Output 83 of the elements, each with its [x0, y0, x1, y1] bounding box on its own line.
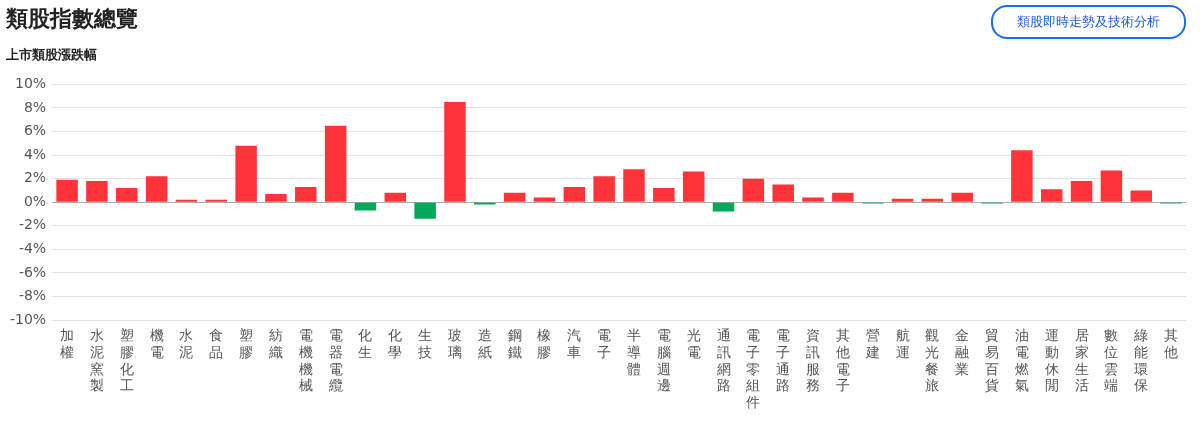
y-tick-label: 8% — [23, 98, 47, 115]
bar — [324, 125, 347, 202]
bar — [772, 184, 794, 202]
x-tick-label: 半導體 — [627, 327, 641, 377]
bar — [145, 176, 168, 202]
bar — [1130, 190, 1152, 202]
x-tick-label: 食品 — [209, 327, 224, 360]
x-tick-label: 通訊網路 — [715, 327, 731, 394]
x-tick-label: 居家生活 — [1074, 327, 1089, 394]
bar — [742, 178, 765, 202]
y-tick-label: 4% — [23, 145, 47, 162]
bar — [653, 188, 675, 202]
y-tick-label: 0% — [23, 192, 47, 209]
x-tick-label: 鋼鐵 — [507, 327, 522, 360]
bar — [116, 188, 138, 202]
x-tick-label: 化生 — [358, 327, 373, 360]
y-tick-label: -10% — [10, 310, 47, 327]
x-tick-label: 塑膠 — [239, 327, 254, 360]
bar — [802, 197, 824, 202]
x-tick-label: 航運 — [895, 327, 910, 360]
x-tick-label: 其他電子 — [835, 327, 850, 394]
bar — [86, 181, 108, 202]
bar — [832, 192, 854, 202]
bar — [921, 198, 944, 202]
y-tick-label: 2% — [23, 169, 47, 186]
bar — [295, 186, 317, 202]
bar — [891, 198, 914, 202]
bar — [1100, 170, 1123, 202]
x-tick-label: 電子零組件 — [745, 327, 761, 411]
bar — [563, 186, 586, 202]
bar — [444, 102, 466, 202]
y-tick-label: 6% — [23, 122, 47, 139]
bar — [235, 145, 257, 202]
chart-subtitle: 上市類股漲跌幅 — [6, 46, 97, 64]
bar — [682, 171, 705, 202]
bar — [1040, 189, 1063, 202]
x-tick-label: 加權 — [60, 327, 75, 360]
x-tick-label: 油電燃氣 — [1014, 327, 1029, 394]
x-tick-label: 金融業 — [955, 327, 970, 377]
x-tick-label: 生技 — [417, 327, 433, 360]
bar — [503, 192, 526, 202]
y-tick-label: -4% — [18, 239, 47, 256]
x-tick-label: 汽車 — [567, 327, 582, 360]
bar — [593, 176, 615, 202]
x-tick-label: 電子通路 — [776, 327, 791, 394]
y-tick-label: -6% — [18, 263, 47, 280]
x-tick-label: 運動休閒 — [1044, 327, 1059, 394]
x-tick-label: 電子 — [597, 327, 612, 360]
chart-title: 類股指數總覽 — [6, 5, 138, 33]
x-tick-label: 營建 — [864, 327, 880, 360]
bar — [712, 202, 735, 212]
x-tick-label: 造紙 — [477, 327, 492, 360]
x-tick-label: 其他 — [1164, 327, 1179, 360]
x-tick-label: 光電 — [686, 327, 701, 360]
x-tick-label: 水泥 — [179, 327, 194, 360]
y-tick-label: 10% — [15, 75, 47, 92]
x-tick-label: 電腦週邊 — [656, 327, 671, 394]
x-tick-label: 機電 — [149, 327, 164, 360]
bar — [533, 197, 556, 202]
x-tick-label: 觀光餐旅 — [925, 327, 940, 394]
y-tick-label: -8% — [18, 287, 47, 304]
bar — [623, 169, 645, 202]
x-tick-label: 貿易百貨 — [985, 327, 1000, 394]
bar — [56, 179, 78, 202]
bar — [265, 193, 287, 202]
analysis-button[interactable]: 類股即時走勢及技術分析 — [991, 5, 1186, 39]
x-tick-label: 水泥窯製 — [89, 327, 104, 394]
bar — [384, 192, 407, 202]
x-tick-label: 電機機械 — [298, 327, 313, 394]
x-tick-label: 紡織 — [267, 327, 283, 360]
x-tick-label: 資訊服務 — [806, 327, 821, 394]
x-tick-label: 電器電纜 — [327, 327, 343, 394]
x-tick-label: 化學 — [388, 327, 403, 360]
x-tick-label: 塑膠化工 — [119, 327, 134, 394]
bar — [414, 202, 436, 219]
bar — [1070, 181, 1093, 202]
bar — [1011, 150, 1033, 202]
x-tick-label: 數位雲端 — [1104, 327, 1119, 394]
bar — [951, 192, 973, 202]
x-tick-label: 玻璃 — [447, 327, 462, 360]
y-tick-label: -2% — [18, 216, 47, 233]
x-tick-label: 橡膠 — [537, 327, 552, 360]
x-tick-label: 綠能環保 — [1133, 327, 1149, 394]
